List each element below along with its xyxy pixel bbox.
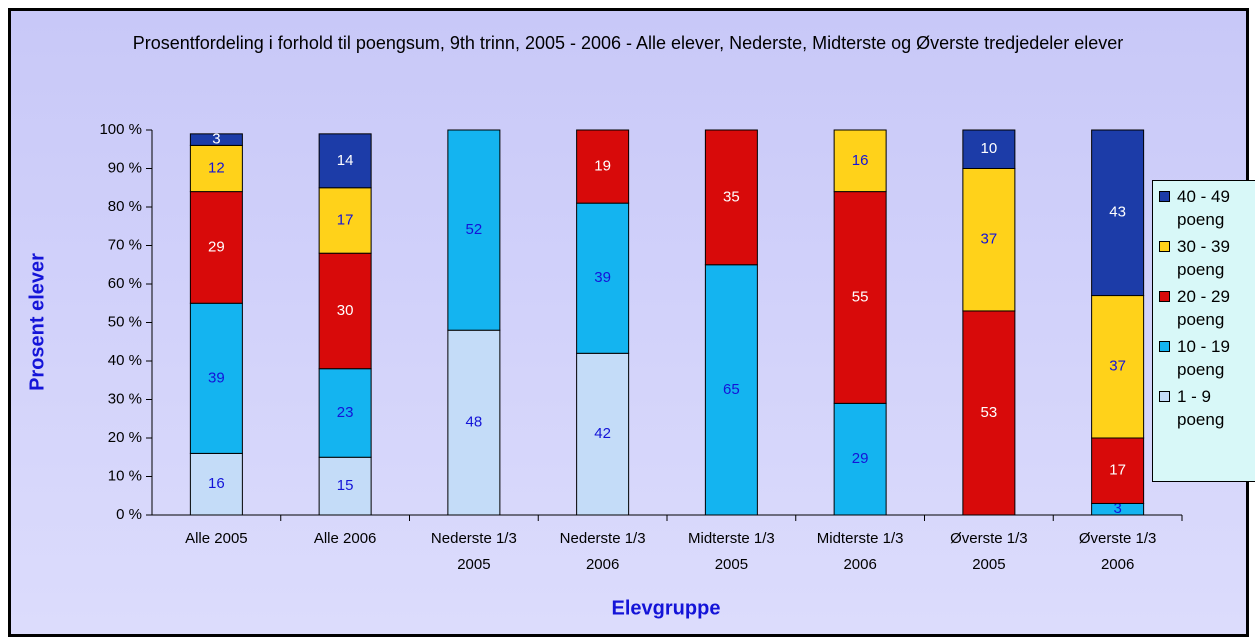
bar-segment — [576, 129, 630, 204]
x-tick-label: 2006 — [586, 556, 619, 573]
legend-item: 1 - 9 poeng — [1153, 385, 1255, 431]
bar-segment — [447, 129, 501, 331]
bar-segment — [962, 168, 1016, 312]
legend-swatch — [1159, 391, 1170, 402]
y-tick-label: 100 % — [99, 121, 142, 138]
bar-segment — [833, 402, 887, 516]
legend-label: 20 - 29 poeng — [1177, 287, 1230, 329]
data-label: 48 — [466, 414, 483, 431]
bar-segment — [189, 191, 243, 304]
bar-segment — [189, 452, 243, 516]
bar-segment — [189, 133, 243, 146]
y-tick-label: 0 % — [116, 506, 142, 523]
data-label: 29 — [852, 450, 869, 467]
data-label: 39 — [208, 369, 225, 386]
x-tick-label: 2006 — [1101, 556, 1134, 573]
data-label: 37 — [1109, 358, 1126, 375]
y-tick-label: 40 % — [108, 352, 142, 369]
bar-segment — [1091, 129, 1145, 297]
x-tick-label: Øverste 1/3 — [950, 530, 1028, 547]
x-tick-label: Alle 2005 — [185, 530, 248, 547]
data-label: 43 — [1109, 204, 1126, 221]
legend-item: 40 - 49 poeng — [1153, 185, 1255, 231]
data-label: 52 — [466, 221, 483, 238]
data-label: 23 — [337, 404, 354, 421]
y-tick-label: 30 % — [108, 390, 142, 407]
data-label: 16 — [208, 475, 225, 492]
legend-label: 30 - 39 poeng — [1177, 237, 1230, 279]
data-label: 17 — [1109, 462, 1126, 479]
bar-segment — [318, 133, 372, 189]
y-tick-label: 70 % — [108, 236, 142, 253]
data-label: 42 — [594, 425, 611, 442]
bar-segment — [318, 187, 372, 254]
x-tick-label: 2005 — [972, 556, 1005, 573]
data-label: 14 — [337, 152, 354, 169]
x-tick-label: 2005 — [715, 556, 748, 573]
chart-title: Prosentfordeling i forhold til poengsum,… — [132, 33, 1124, 53]
data-label: 65 — [723, 381, 740, 398]
y-tick-label: 90 % — [108, 159, 142, 176]
data-label: 3 — [1113, 500, 1121, 517]
x-tick-label: Alle 2006 — [314, 530, 377, 547]
data-label: 37 — [981, 231, 998, 248]
legend-swatch — [1159, 241, 1170, 252]
data-label: 29 — [208, 238, 225, 255]
legend-swatch — [1159, 341, 1170, 352]
data-label: 15 — [337, 477, 354, 494]
y-tick-label: 50 % — [108, 313, 142, 330]
legend-item: 30 - 39 poeng — [1153, 235, 1255, 281]
x-tick-label: 2006 — [843, 556, 876, 573]
bar-segment — [189, 302, 243, 454]
x-tick-label: Midterste 1/3 — [688, 530, 775, 547]
data-label: 16 — [852, 152, 869, 169]
legend-swatch — [1159, 191, 1170, 202]
legend-item: 20 - 29 poeng — [1153, 285, 1255, 331]
legend-item: 10 - 19 poeng — [1153, 335, 1255, 381]
bar-segment — [962, 129, 1016, 169]
data-label: 55 — [852, 288, 869, 305]
data-label: 10 — [981, 140, 998, 157]
bar-segment — [576, 352, 630, 516]
bar-segment — [1091, 437, 1145, 504]
bar-segment — [318, 252, 372, 370]
legend-label: 10 - 19 poeng — [1177, 337, 1230, 379]
data-label: 3 — [212, 131, 220, 148]
y-tick-label: 20 % — [108, 429, 142, 446]
bar-segment — [189, 144, 243, 193]
data-label: 19 — [594, 158, 611, 175]
x-tick-label: Nederste 1/3 — [560, 530, 646, 547]
data-label: 12 — [208, 159, 225, 176]
x-tick-label: Nederste 1/3 — [431, 530, 517, 547]
bar-segment — [447, 329, 501, 516]
bar-segment — [704, 129, 758, 266]
legend-label: 1 - 9 poeng — [1177, 387, 1225, 429]
data-label: 35 — [723, 188, 740, 205]
x-axis-label: Elevgruppe — [612, 597, 721, 619]
x-tick-label: 2005 — [457, 556, 490, 573]
bar-segment — [1091, 295, 1145, 439]
x-tick-label: Midterste 1/3 — [817, 530, 904, 547]
bar-segment — [318, 368, 372, 458]
data-label: 53 — [981, 404, 998, 421]
data-label: 30 — [337, 302, 354, 319]
bar-segment — [704, 264, 758, 516]
bar-segment — [576, 202, 630, 354]
legend: 40 - 49 poeng 30 - 39 poeng 20 - 29 poeng 1… — [1152, 180, 1255, 482]
y-tick-label: 80 % — [108, 198, 142, 215]
y-tick-label: 10 % — [108, 467, 142, 484]
y-axis-label: Prosent elever — [26, 253, 48, 391]
data-label: 39 — [594, 269, 611, 286]
data-label: 17 — [337, 211, 354, 228]
bar-segment — [833, 191, 887, 404]
legend-swatch — [1159, 291, 1170, 302]
bar-segment — [962, 310, 1016, 516]
bar-segment — [833, 129, 887, 193]
y-tick-label: 60 % — [108, 275, 142, 292]
x-tick-label: Øverste 1/3 — [1079, 530, 1157, 547]
bar-segment — [318, 456, 372, 516]
legend-label: 40 - 49 poeng — [1177, 187, 1230, 229]
